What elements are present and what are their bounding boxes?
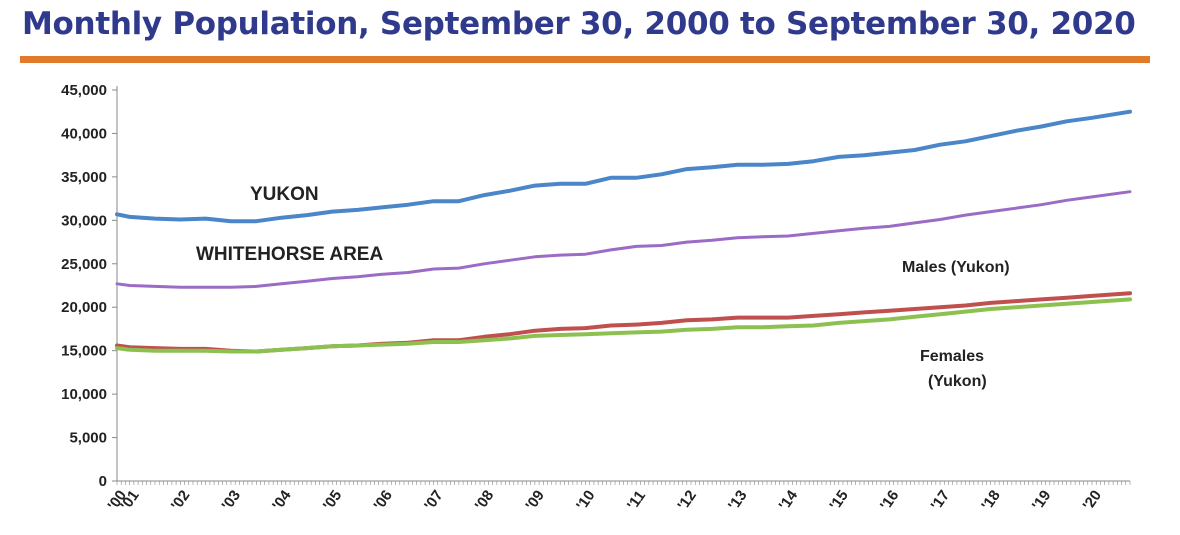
annotation-males-yukon: Males (Yukon) (902, 259, 1010, 276)
annotation-layer: YUKON WHITEHORSE AREA Males (Yukon) Fema… (196, 184, 1010, 390)
x-tick-label: '12 (674, 487, 700, 513)
x-tick-label: '05 (320, 487, 346, 513)
series-males-yukon-line (115, 291, 1132, 354)
x-tick-label: '08 (472, 487, 498, 513)
title-underline (20, 56, 1150, 63)
x-tick-label: '20 (1080, 487, 1106, 513)
chart-title: Monthly Population, September 30, 2000 t… (22, 6, 1136, 42)
series-yukon-line (115, 109, 1132, 224)
x-tick-label: '19 (1029, 487, 1055, 513)
x-tick-label: '04 (269, 487, 295, 514)
x-tick-label: '07 (421, 487, 447, 513)
x-tick-label: '15 (826, 487, 852, 513)
annotation-females: Females (920, 348, 984, 365)
y-tick-label: 20,000 (61, 299, 107, 316)
annotation-yukon-sub: (Yukon) (928, 373, 987, 390)
x-tick-label: '18 (978, 487, 1004, 513)
series-whitehorse-area-line (115, 190, 1132, 289)
series-layer (115, 109, 1132, 354)
x-tick-label: '02 (168, 487, 194, 513)
y-tick-label: 15,000 (61, 343, 107, 360)
y-tick-label: 25,000 (61, 256, 107, 273)
x-tick-label: '09 (522, 487, 548, 513)
y-tick-label: 5,000 (69, 430, 107, 447)
annotation-whitehorse-area: WHITEHORSE AREA (196, 244, 383, 265)
x-tick-label: '11 (624, 488, 649, 514)
x-tick-label: '14 (776, 487, 802, 514)
x-tick-label: '10 (573, 487, 599, 513)
x-tick-label: '06 (370, 487, 396, 513)
y-tick-label: 30,000 (61, 212, 107, 229)
y-tick-label: 10,000 (61, 386, 107, 403)
axes-layer: 0 5,000 10,000 15,000 20,000 25,000 30,000 35,0… (61, 82, 1131, 514)
x-tick-label: '03 (219, 487, 245, 513)
x-tick-label: '13 (725, 487, 751, 513)
y-tick-label: 0 (99, 473, 107, 490)
x-tick-label: '16 (877, 487, 903, 513)
series-females-yukon-line (115, 297, 1132, 354)
y-tick-label: 45,000 (61, 82, 107, 99)
x-tick-label: '17 (928, 487, 954, 513)
y-tick-label: 35,000 (61, 169, 107, 186)
y-tick-label: 40,000 (61, 125, 107, 142)
annotation-yukon: YUKON (250, 184, 319, 205)
